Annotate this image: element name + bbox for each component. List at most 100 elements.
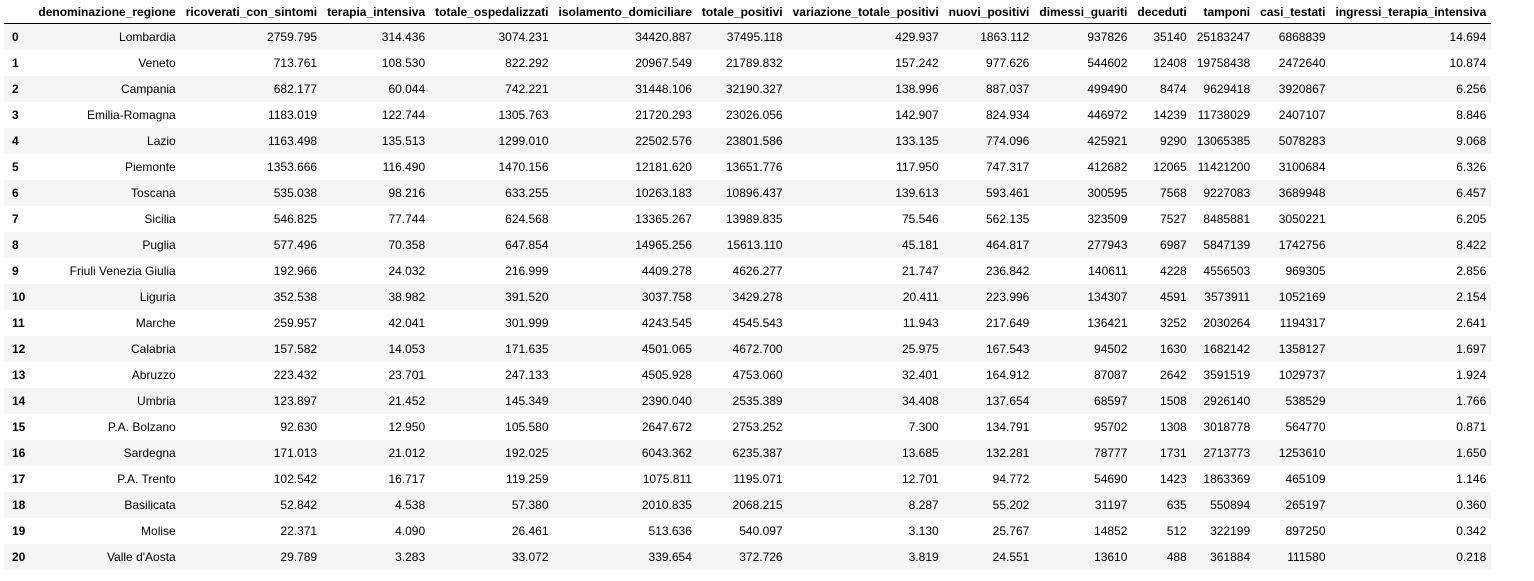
table-cell: 95702 bbox=[1094, 420, 1128, 434]
table-cell: 1194317 bbox=[1279, 316, 1326, 330]
table-cell: 22.371 bbox=[280, 524, 318, 538]
table-cell: 265197 bbox=[1285, 498, 1326, 512]
table-cell: 87087 bbox=[1094, 368, 1128, 382]
table-cell: 713.761 bbox=[273, 56, 318, 70]
table-cell: 145.349 bbox=[505, 394, 549, 408]
table-cell: 0.218 bbox=[1456, 550, 1487, 564]
table-cell: 122.744 bbox=[381, 108, 426, 122]
dataframe-table: denominazione_regione ricoverati_con_sint… bbox=[4, 0, 1492, 570]
table-cell: 259.957 bbox=[273, 316, 318, 330]
table-row: 19 Molise 22.371 4.090 26.461 513.636 540.097 3… bbox=[4, 518, 1492, 544]
table-cell: 14852 bbox=[1094, 524, 1128, 538]
table-cell: 1742756 bbox=[1278, 238, 1326, 252]
table-cell: 8.422 bbox=[1456, 238, 1487, 252]
table-cell: 564770 bbox=[1285, 420, 1326, 434]
table-cell: 562.135 bbox=[985, 212, 1030, 226]
table-cell: 12181.620 bbox=[635, 160, 692, 174]
table-cell: 35140 bbox=[1153, 30, 1187, 44]
table-cell: 4545.543 bbox=[732, 316, 783, 330]
table-cell: 192.025 bbox=[505, 446, 549, 460]
table-cell: 1.924 bbox=[1456, 368, 1487, 382]
table-cell: 24.032 bbox=[388, 264, 426, 278]
table-cell: P.A. Bolzano bbox=[107, 420, 176, 434]
table-cell: 21.747 bbox=[901, 264, 939, 278]
table-cell: 323509 bbox=[1087, 212, 1128, 226]
table-cell: 3591519 bbox=[1203, 368, 1251, 382]
table-cell: 42.041 bbox=[388, 316, 426, 330]
table-cell: 6235.387 bbox=[732, 446, 783, 460]
table-cell: 45.181 bbox=[901, 238, 939, 252]
table-cell: 10896.437 bbox=[725, 186, 783, 200]
table-cell: 111580 bbox=[1287, 550, 1326, 564]
table-cell: 0.360 bbox=[1456, 498, 1487, 512]
table-cell: 499490 bbox=[1087, 82, 1128, 96]
table-cell: 92.630 bbox=[280, 420, 318, 434]
table-cell: 774.096 bbox=[985, 134, 1030, 148]
row-index: 6 bbox=[12, 186, 19, 200]
table-cell: 34420.887 bbox=[635, 30, 692, 44]
table-cell: 29.789 bbox=[280, 550, 318, 564]
table-cell: 429.937 bbox=[895, 30, 939, 44]
table-cell: 3.283 bbox=[395, 550, 426, 564]
table-row: 2 Campania 682.177 60.044 742.221 31448.106 32… bbox=[4, 76, 1492, 102]
table-cell: 139.613 bbox=[895, 186, 939, 200]
table-cell: 9629418 bbox=[1203, 82, 1251, 96]
table-cell: 78777 bbox=[1094, 446, 1128, 460]
table-cell: 13989.835 bbox=[725, 212, 783, 226]
table-cell: Lombardia bbox=[119, 30, 176, 44]
table-row: 12 Calabria 157.582 14.053 171.635 4501.065 46… bbox=[4, 336, 1492, 362]
table-cell: 2407107 bbox=[1278, 108, 1326, 122]
table-header: denominazione_regione ricoverati_con_sint… bbox=[4, 0, 1492, 24]
table-cell: 3.819 bbox=[908, 550, 939, 564]
table-cell: 12.701 bbox=[901, 472, 939, 486]
table-cell: 488 bbox=[1166, 550, 1187, 564]
table-cell: 391.520 bbox=[505, 290, 549, 304]
table-cell: 70.358 bbox=[388, 238, 426, 252]
table-cell: 37495.118 bbox=[726, 30, 783, 44]
table-cell: 937826 bbox=[1087, 30, 1128, 44]
table-cell: 1.697 bbox=[1456, 342, 1487, 356]
table-cell: 372.726 bbox=[739, 550, 783, 564]
table-cell: 134307 bbox=[1087, 290, 1128, 304]
table-cell: 223.432 bbox=[273, 368, 318, 382]
table-cell: 21720.293 bbox=[635, 108, 692, 122]
column-header: terapia_intensiva bbox=[322, 0, 431, 24]
table-cell: 682.177 bbox=[273, 82, 318, 96]
table-cell: 13065385 bbox=[1196, 134, 1251, 148]
table-cell: 2.641 bbox=[1456, 316, 1487, 330]
table-cell: 0.342 bbox=[1456, 524, 1487, 538]
table-cell: 5847139 bbox=[1203, 238, 1251, 252]
table-cell: 1358127 bbox=[1278, 342, 1326, 356]
table-cell: 546.825 bbox=[273, 212, 318, 226]
table-cell: 21.452 bbox=[388, 394, 426, 408]
table-cell: 142.907 bbox=[895, 108, 939, 122]
table-cell: 13365.267 bbox=[635, 212, 692, 226]
row-index: 1 bbox=[12, 56, 19, 70]
table-cell: 300595 bbox=[1087, 186, 1128, 200]
table-cell: 10.874 bbox=[1449, 56, 1487, 70]
table-cell: 116.490 bbox=[382, 160, 426, 174]
table-cell: 94502 bbox=[1094, 342, 1128, 356]
table-cell: 57.380 bbox=[511, 498, 549, 512]
table-body: 0 Lombardia 2759.795 314.436 3074.231 34420.8… bbox=[4, 23, 1492, 570]
table-cell: 2713773 bbox=[1203, 446, 1251, 460]
table-cell: 3050221 bbox=[1278, 212, 1326, 226]
table-cell: 164.912 bbox=[985, 368, 1030, 382]
table-cell: 171.635 bbox=[505, 342, 549, 356]
table-cell: 98.216 bbox=[388, 186, 426, 200]
table-cell: 38.982 bbox=[388, 290, 426, 304]
table-cell: 3920867 bbox=[1278, 82, 1326, 96]
row-index: 7 bbox=[12, 212, 19, 226]
table-row: 3 Emilia-Romagna 1183.019 122.744 1305.763 21… bbox=[4, 102, 1492, 128]
column-header: isolamento_domiciliare bbox=[553, 0, 697, 24]
index-header bbox=[4, 0, 34, 24]
table-cell: 137.654 bbox=[985, 394, 1030, 408]
table-cell: 1.146 bbox=[1456, 472, 1487, 486]
table-cell: 2759.795 bbox=[267, 30, 318, 44]
table-cell: Umbria bbox=[137, 394, 176, 408]
table-cell: 13.685 bbox=[901, 446, 939, 460]
table-cell: 887.037 bbox=[985, 82, 1030, 96]
table-cell: 8.287 bbox=[908, 498, 939, 512]
table-cell: 167.543 bbox=[985, 342, 1030, 356]
table-cell: 2390.040 bbox=[641, 394, 692, 408]
